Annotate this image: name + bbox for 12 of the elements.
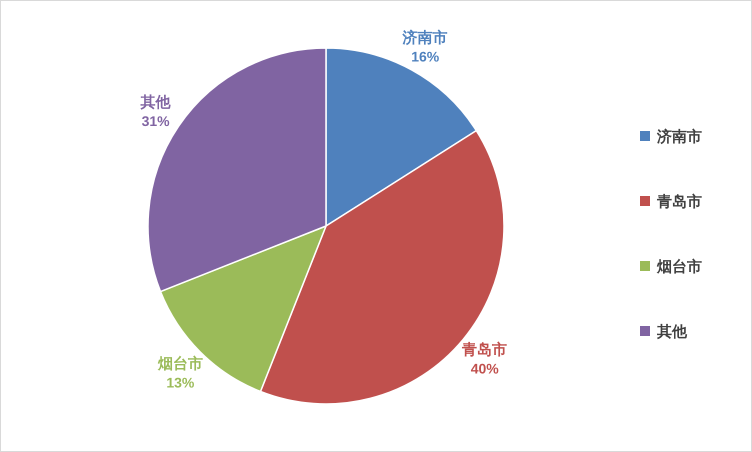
legend-label: 济南市 <box>656 128 702 146</box>
slice-label: 烟台市 <box>156 354 203 373</box>
legend-label: 青岛市 <box>656 192 702 210</box>
data-label: 16% <box>411 48 440 64</box>
legend-label: 烟台市 <box>656 258 702 276</box>
slice-label: 济南市 <box>402 28 448 46</box>
legend-label: 其他 <box>656 324 688 340</box>
data-label: 31% <box>142 113 170 130</box>
data-label: 13% <box>166 374 195 391</box>
slice-label: 青岛市 <box>461 340 508 358</box>
data-label: 40% <box>470 360 500 376</box>
slice-label: 其他 <box>140 94 172 112</box>
